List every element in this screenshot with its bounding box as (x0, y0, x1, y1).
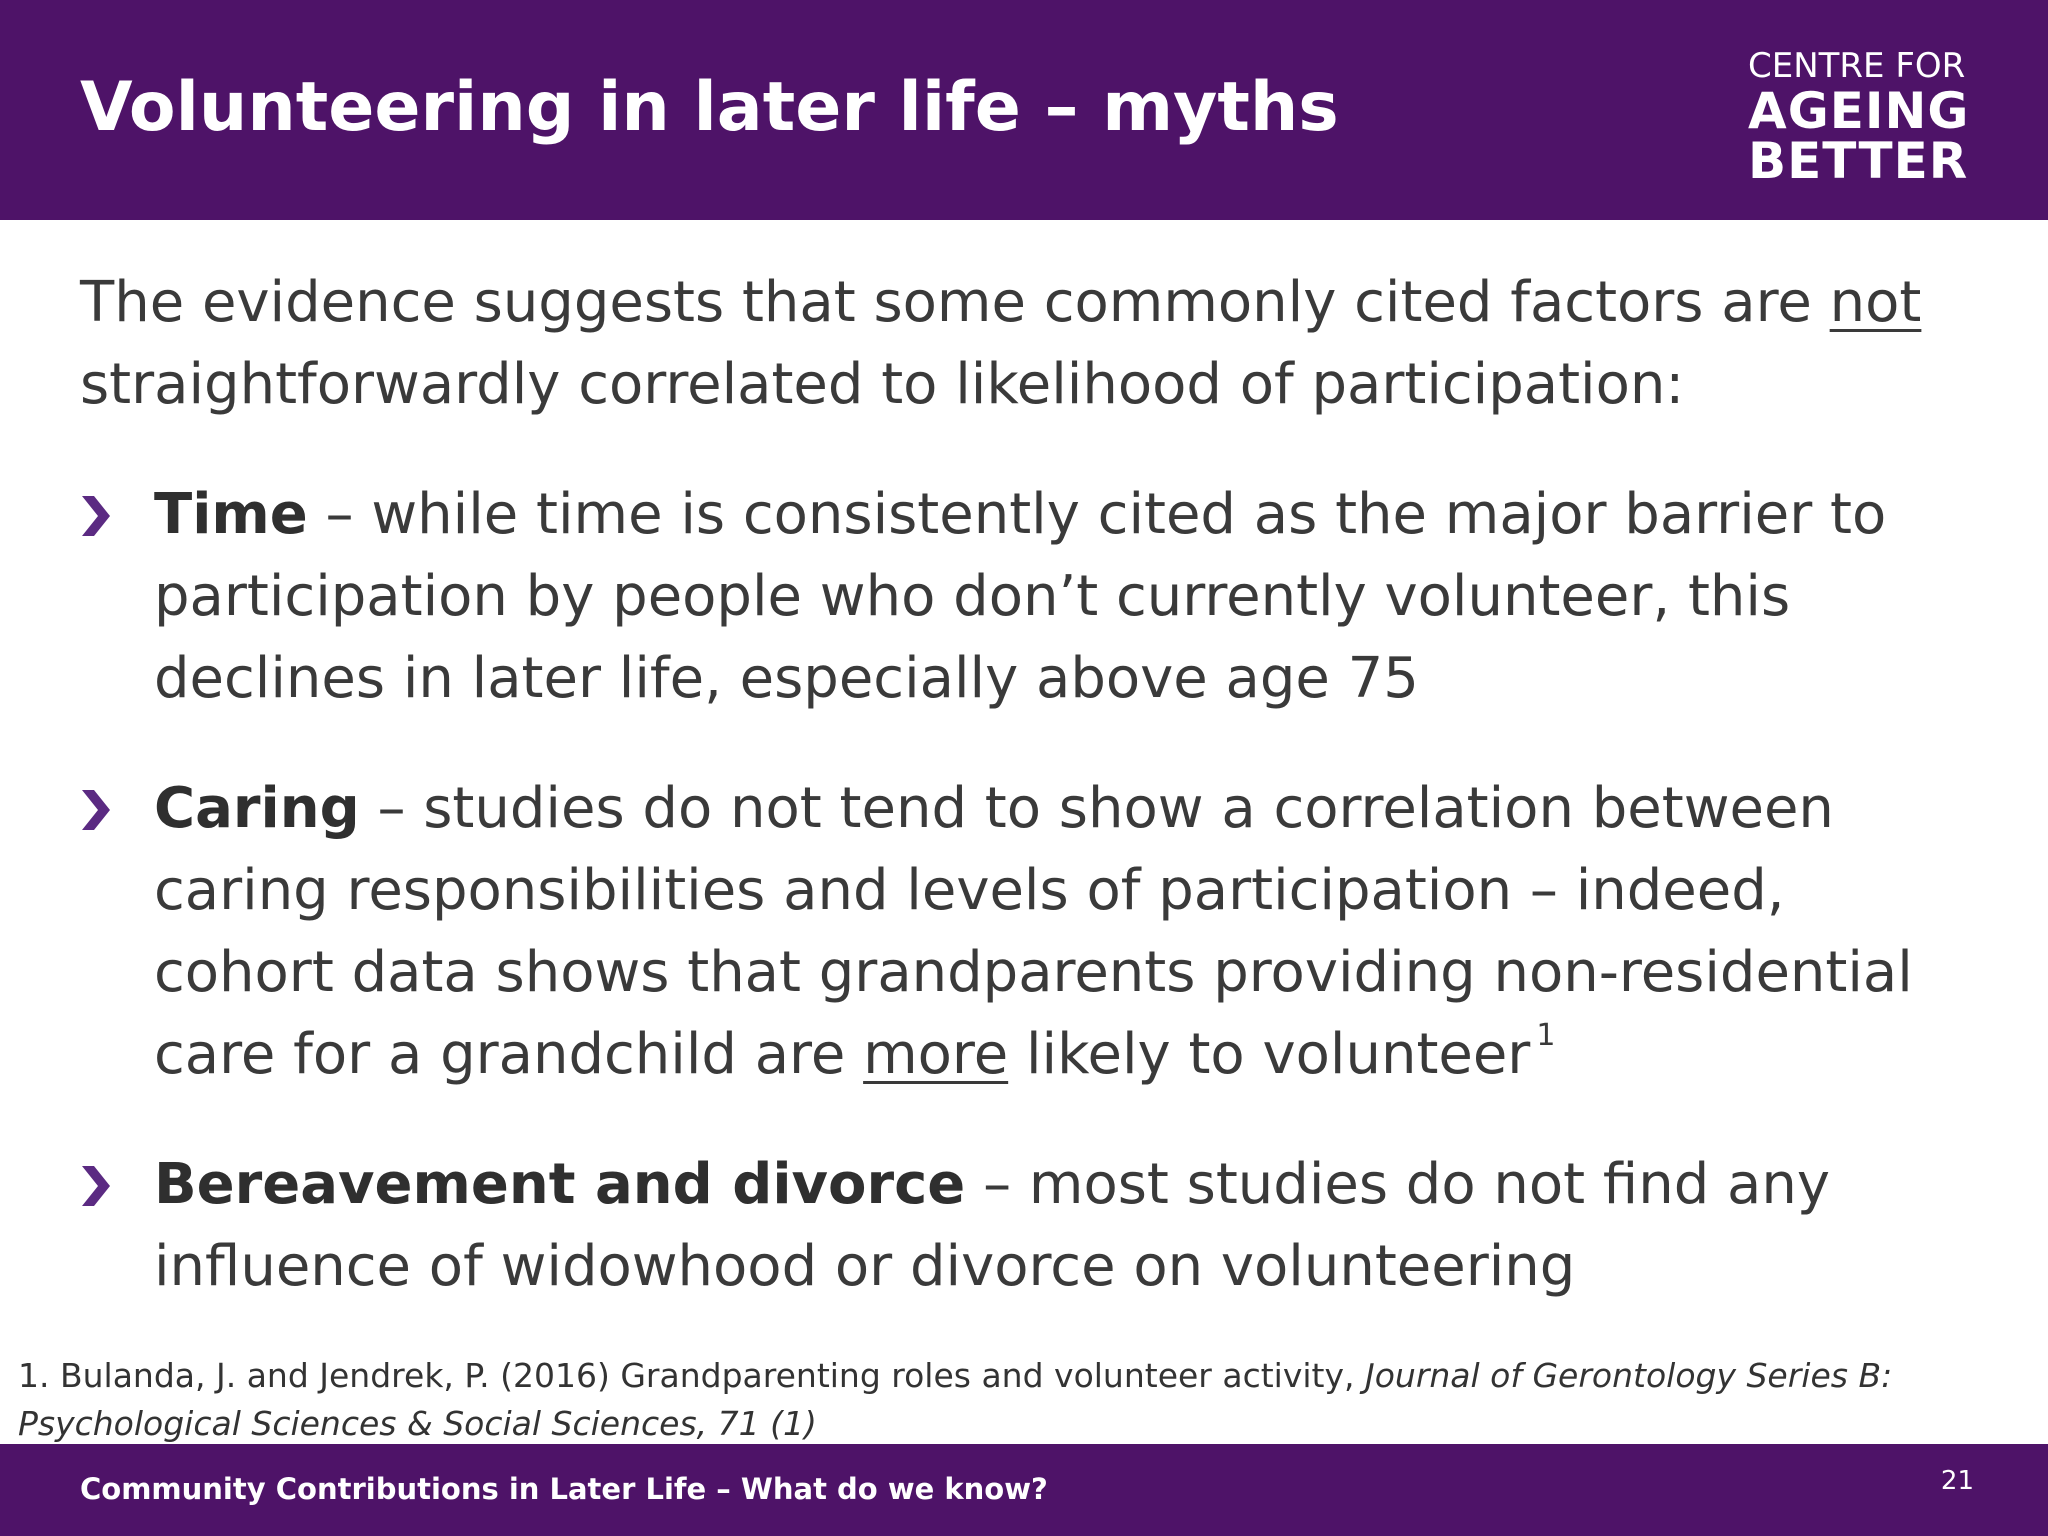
footnote-citation: 1. Bulanda, J. and Jendrek, P. (2016) Gr… (18, 1356, 1365, 1395)
chevron-right-icon (82, 496, 110, 536)
bullet-text-before: – studies do not tend to show a correlat… (154, 776, 1913, 1087)
bullet-list: Time – while time is consistently cited … (80, 474, 1980, 1308)
intro-text-after: straightforwardly correlated to likeliho… (80, 352, 1685, 417)
footnote-reference[interactable]: 1 (1536, 1018, 1556, 1053)
footnote-journal: Journal of Gerontology Series B: Psychol… (18, 1356, 1893, 1443)
bullet-term: Time (154, 482, 308, 547)
page-number: 21 (1940, 1466, 1974, 1496)
intro-underlined-word: not (1829, 270, 1922, 335)
logo-line-3: BETTER (1748, 132, 1969, 190)
bullet-bereavement-divorce: Bereavement and divorce – most studies d… (80, 1144, 1980, 1308)
logo-line-2: AGEING (1748, 82, 1970, 140)
intro-paragraph: The evidence suggests that some commonly… (80, 262, 1980, 426)
slide-title: Volunteering in later life – myths (80, 68, 1339, 147)
bullet-term: Caring (154, 776, 360, 841)
bullet-term: Bereavement and divorce (154, 1152, 966, 1217)
bullet-underlined-word: more (863, 1022, 1009, 1087)
intro-text-before: The evidence suggests that some commonly… (80, 270, 1830, 335)
footer-title: Community Contributions in Later Life – … (80, 1472, 1048, 1506)
bullet-caring: Caring – studies do not tend to show a c… (80, 768, 1980, 1096)
centre-for-ageing-better-logo: CENTRE FOR AGEING BETTER (1748, 46, 1978, 186)
chevron-right-icon (82, 790, 110, 830)
bullet-text: – while time is consistently cited as th… (154, 482, 1887, 711)
header-bar: Volunteering in later life – myths CENTR… (0, 0, 2048, 220)
bullet-text: – most studies do not find any influence… (154, 1152, 1830, 1299)
footnote: 1. Bulanda, J. and Jendrek, P. (2016) Gr… (18, 1352, 1978, 1448)
footer-bar: Community Contributions in Later Life – … (0, 1444, 2048, 1536)
bullet-time: Time – while time is consistently cited … (80, 474, 1980, 720)
bullet-text-after: likely to volunteer (1008, 1022, 1531, 1087)
slide-content: The evidence suggests that some commonly… (80, 262, 1980, 1308)
logo-line-1: CENTRE FOR (1748, 46, 1966, 86)
chevron-right-icon (82, 1166, 110, 1206)
